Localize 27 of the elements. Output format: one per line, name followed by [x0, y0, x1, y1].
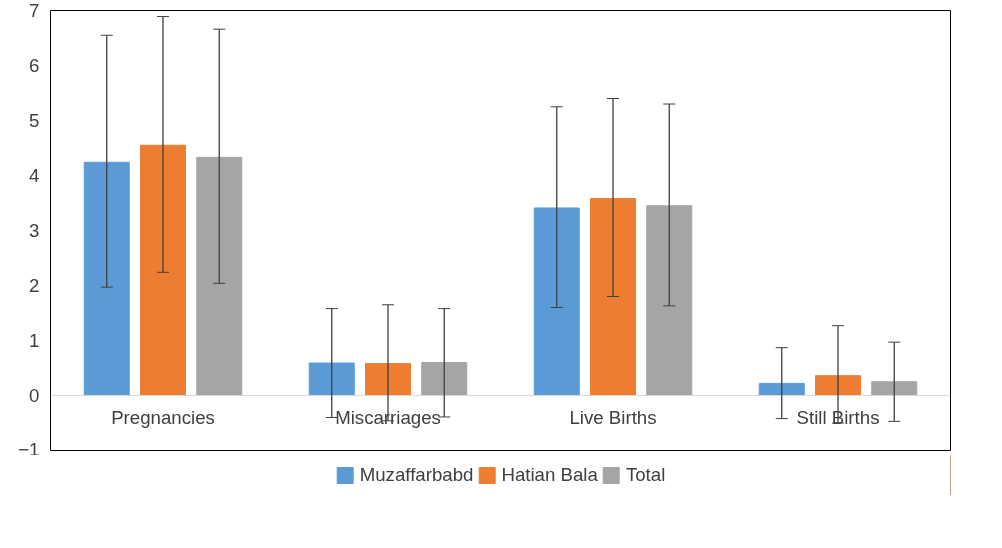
- legend-label: Total: [625, 464, 666, 486]
- bar: [815, 375, 861, 396]
- y-tick-label: 5: [29, 110, 40, 131]
- bar: [365, 363, 411, 396]
- bar: [421, 362, 468, 396]
- y-tick-label: 3: [29, 220, 40, 241]
- y-tick-label: −1: [18, 438, 40, 460]
- x-tick-label: Pregnancies: [111, 406, 215, 428]
- bar: [83, 161, 130, 396]
- bar: [871, 381, 918, 396]
- y-tick-label: 0: [29, 385, 40, 406]
- x-tick-label: Miscarriages: [335, 406, 441, 428]
- bar: [533, 207, 580, 396]
- x-tick-label: Live Births: [569, 406, 657, 428]
- bar: [646, 205, 693, 396]
- y-tick-label: 6: [29, 55, 40, 76]
- y-tick-label: 4: [29, 165, 40, 186]
- legend-label: Hatian Bala: [501, 464, 598, 486]
- bar: [140, 144, 186, 396]
- bar: [308, 362, 355, 396]
- bar: [196, 156, 243, 396]
- legend-label: Muzaffarbabd: [359, 464, 474, 486]
- y-tick-label: 1: [29, 330, 40, 351]
- bar: [758, 382, 805, 396]
- y-tick-label: 7: [29, 0, 40, 21]
- bar: [590, 198, 636, 396]
- y-tick-label: 2: [29, 275, 40, 296]
